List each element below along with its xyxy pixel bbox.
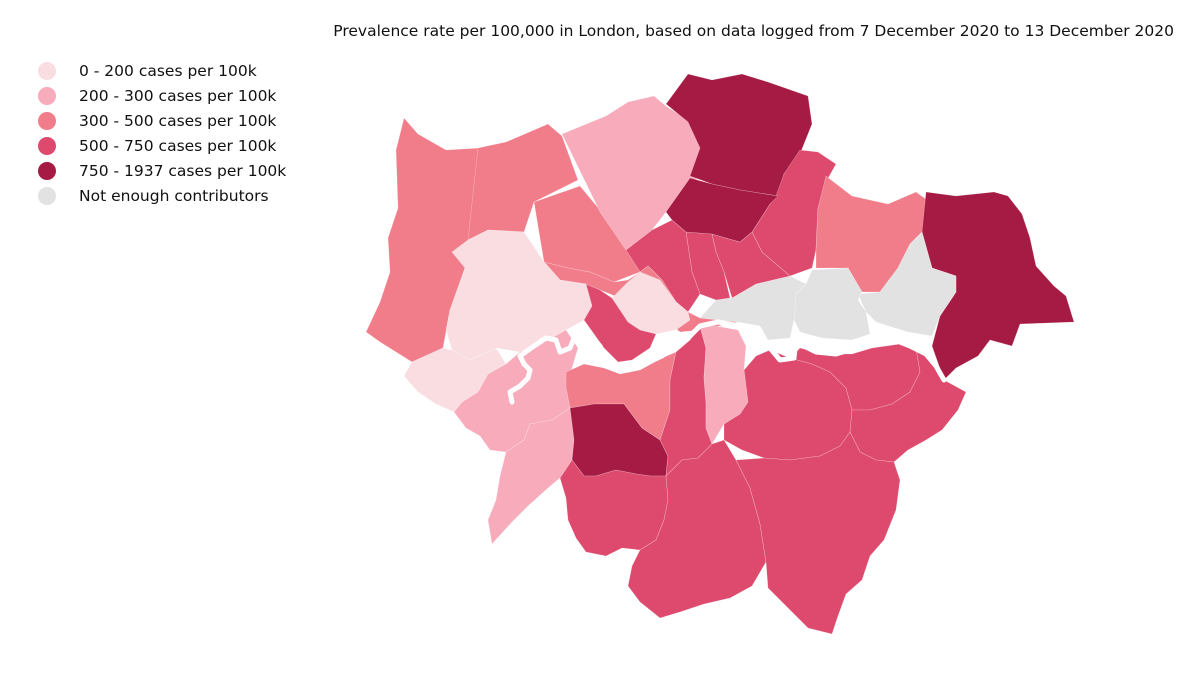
legend-swatch-750-1937 [38, 161, 56, 180]
legend-item: 750 - 1937 cases per 100k [38, 158, 286, 183]
legend-label: 0 - 200 cases per 100k [79, 61, 257, 80]
legend-swatch-300-500 [38, 111, 56, 130]
legend-item: 300 - 500 cases per 100k [38, 108, 286, 133]
borough-westminster [611, 271, 691, 335]
map-title: Prevalence rate per 100,000 in London, b… [333, 22, 1174, 40]
borough-kensington-hammersmith [583, 283, 657, 363]
legend-label: 750 - 1937 cases per 100k [79, 161, 287, 180]
legend: 0 - 200 cases per 100k 200 - 300 cases p… [38, 58, 286, 208]
legend-label: Not enough contributors [79, 186, 269, 205]
borough-croydon [627, 439, 767, 619]
legend-label: 300 - 500 cases per 100k [79, 111, 277, 130]
legend-swatch-not-enough [38, 186, 56, 205]
legend-item: 200 - 300 cases per 100k [38, 83, 286, 108]
legend-item: 0 - 200 cases per 100k [38, 58, 286, 83]
borough-kingston [487, 407, 575, 545]
legend-item: Not enough contributors [38, 183, 286, 208]
borough-islington [685, 231, 731, 301]
legend-swatch-0-200 [38, 61, 56, 80]
borough-haringey-inner [665, 177, 779, 243]
borough-barking-dagenham [857, 231, 957, 337]
legend-swatch-500-750 [38, 136, 56, 155]
legend-label: 500 - 750 cases per 100k [79, 136, 277, 155]
river-thames [507, 319, 947, 405]
legend-swatch-200-300 [38, 86, 56, 105]
borough-bromley [735, 431, 901, 635]
legend-item: 500 - 750 cases per 100k [38, 133, 286, 158]
legend-label: 200 - 300 cases per 100k [79, 86, 277, 105]
